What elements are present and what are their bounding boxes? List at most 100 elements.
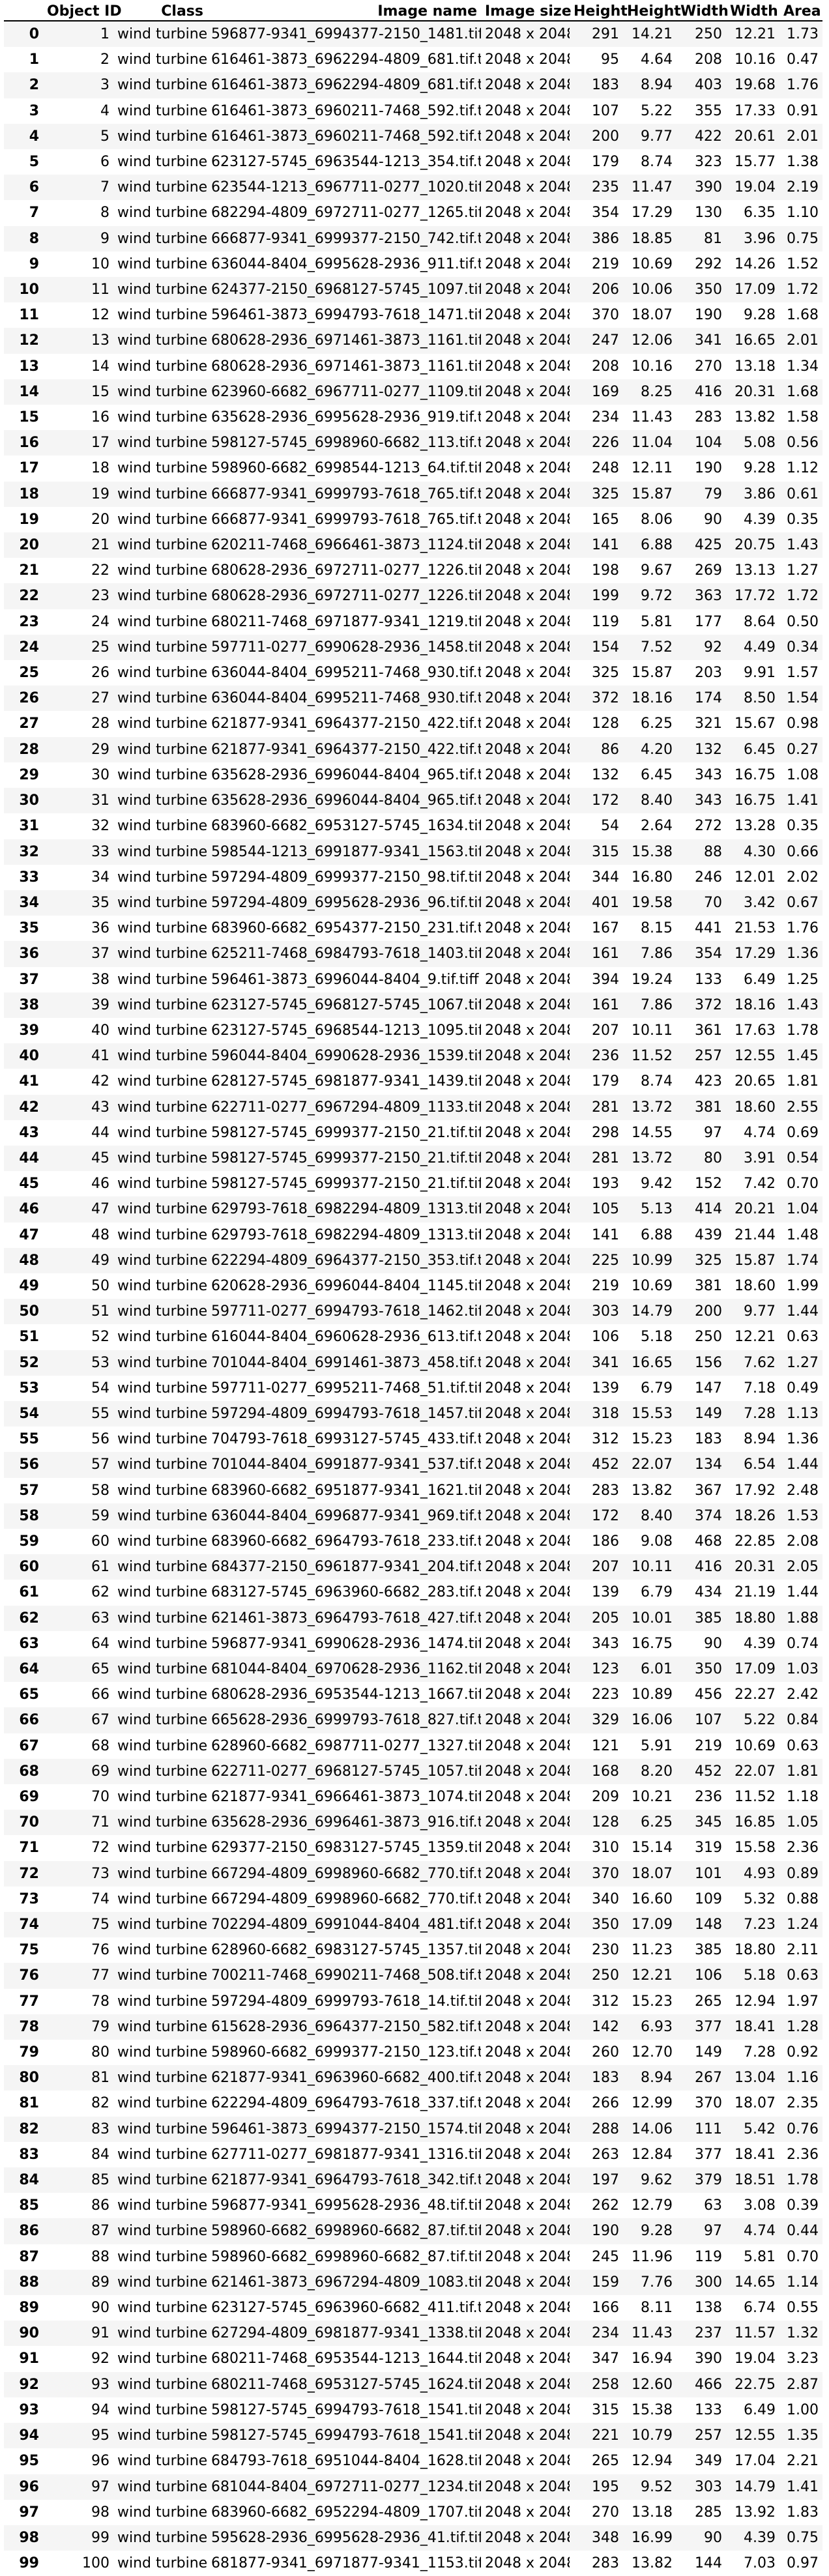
cell-index: 58 [4,1503,43,1529]
cell-image-name: 666877-9341_6999377-2150_742.tif.tiff [207,225,481,252]
cell-height-px: 225 [570,1247,623,1273]
cell-image-size: 2048 x 2048 [481,72,570,98]
cell-image-size: 2048 x 2048 [485,2351,570,2367]
cell-width-px: 101 [676,1860,726,1887]
cell-height-pct: 18.16 [623,686,676,712]
cell-index: 88 [4,2269,43,2296]
cell-width-pct: 8.50 [726,686,779,712]
cell-index: 60 [4,1554,43,1580]
table-row: 34 35 wind turbine 597294-4809_6995628-2936… [4,890,822,916]
cell-area: 1.18 [787,1789,819,1806]
cell-image-name: 628960-6682_6983127-5745_1357.tif.tiff [211,1942,481,1959]
cell-index: 1 [29,51,39,68]
cell-index: 0 [4,21,43,48]
cell-height-pct: 5.18 [641,1329,673,1346]
cell-image-size: 2048 x 2048 [481,1247,570,1273]
cell-object-id: 60 [91,1533,109,1550]
cell-object-id: 15 [43,379,113,405]
cell-height-px: 95 [601,51,619,68]
table-row: 93 94 wind turbine 598127-5745_6994793-7618… [4,2397,822,2423]
cell-class: wind turbine [113,1810,207,1836]
cell-image-name: 681044-8404_6972711-0277_1234.tif.tiff [207,2474,481,2500]
column-header-height-px: Height [570,3,628,22]
cell-image-name: 681877-9341_6971877-9341_1153.tif.tiff [211,2555,481,2572]
table-row: 31 32 wind turbine 683960-6682_6953127-5745… [4,813,822,839]
cell-object-id: 40 [91,1022,109,1039]
cell-width-px: 441 [695,920,722,937]
cell-index: 63 [19,1635,39,1652]
cell-object-id: 28 [91,716,109,732]
cell-object-id: 82 [91,2095,109,2112]
cell-class: wind turbine [113,328,207,354]
cell-height-pct: 9.28 [623,2218,676,2244]
cell-height-pct: 8.74 [641,1073,673,1090]
cell-image-size: 2048 x 2048 [481,2065,570,2091]
cell-width-px: 390 [695,2351,722,2367]
cell-index: 47 [19,1226,39,1243]
table-row: 8 9 wind turbine 666877-9341_6999377-2150_7… [4,225,822,252]
cell-image-name: 621877-9341_6964377-2150_422.tif.tiff [207,736,481,762]
cell-width-px: 285 [695,2504,722,2521]
cell-object-id: 11 [43,277,113,303]
cell-width-pct: 4.49 [726,634,779,661]
cell-area: 2.01 [779,328,822,354]
cell-image-name: 625211-7468_6984793-7618_1403.tif.tiff [207,941,481,967]
cell-class: wind turbine [117,1277,207,1294]
cell-height-pct: 5.22 [641,102,673,119]
cell-width-pct: 12.21 [734,1329,776,1346]
cell-object-id: 86 [91,2197,109,2214]
cell-image-size: 2048 x 2048 [481,2525,570,2551]
cell-object-id: 72 [91,1840,109,1857]
cell-image-size: 2048 x 2048 [485,2401,570,2418]
cell-image-size: 2048 x 2048 [485,511,570,528]
cell-width-px: 177 [695,613,722,630]
table-row: 50 51 wind turbine 597711-0277_6994793-7618… [4,1299,822,1325]
cell-area: 1.99 [787,1277,819,1294]
table-row: 80 81 wind turbine 621877-9341_6963960-6682… [4,2065,822,2091]
cell-image-name: 621877-9341_6966461-3873_1074.tif.tiff [211,1789,481,1806]
cell-class: wind turbine [113,225,207,252]
cell-height-pct: 2.64 [641,818,673,835]
cell-height-pct: 15.38 [632,2401,673,2418]
cell-object-id: 27 [43,686,113,712]
cell-area: 2.02 [787,869,819,886]
cell-width-pct: 6.45 [726,736,779,762]
table-row: 23 24 wind turbine 680211-7468_6971877-9341… [4,609,822,635]
cell-image-name: 597294-4809_6995628-2936_96.tif.tiff [207,890,481,916]
cell-area: 0.88 [787,1890,819,1907]
cell-object-id: 54 [91,1380,109,1397]
cell-image-size: 2048 x 2048 [481,2269,570,2296]
column-header-image-name: Image name [207,3,481,22]
cell-height-px: 226 [570,430,623,456]
cell-index: 11 [19,307,39,324]
cell-object-id: 99 [43,2525,113,2551]
cell-height-px: 206 [570,277,623,303]
cell-area: 2.87 [779,2371,822,2397]
cell-image-name: 622294-4809_6964793-7618_337.tif.tiff [211,2095,481,2112]
cell-image-name: 598127-5745_6994793-7618_1541.tif.tiff [207,2423,481,2449]
cell-height-px: 270 [592,2504,619,2521]
cell-height-px: 200 [570,123,623,150]
cell-object-id: 24 [91,613,109,630]
cell-height-pct: 8.40 [623,1503,676,1529]
cell-area: 2.08 [787,1533,819,1550]
cell-width-pct: 5.08 [726,430,779,456]
cell-index: 79 [19,2044,39,2061]
cell-area: 1.53 [779,1503,822,1529]
cell-height-pct: 12.94 [632,2453,673,2470]
table-row: 56 57 wind turbine 701044-8404_6991877-9341… [4,1452,822,1478]
cell-width-px: 381 [676,1094,726,1120]
cell-image-size: 2048 x 2048 [481,736,570,762]
cell-width-pct: 18.16 [726,992,779,1018]
cell-index: 48 [4,1247,43,1273]
cell-area: 1.28 [779,2014,822,2040]
cell-width-pct: 13.28 [734,818,776,835]
cell-width-px: 156 [676,1350,726,1376]
cell-object-id: 52 [91,1329,109,1346]
table-row: 3 4 wind turbine 616461-3873_6960211-7468_5… [4,98,822,124]
cell-image-size: 2048 x 2048 [481,1758,570,1785]
cell-width-pct: 4.39 [726,2525,779,2551]
cell-index: 25 [19,665,39,682]
cell-area: 2.05 [779,1554,822,1580]
cell-width-pct: 9.28 [744,307,776,324]
